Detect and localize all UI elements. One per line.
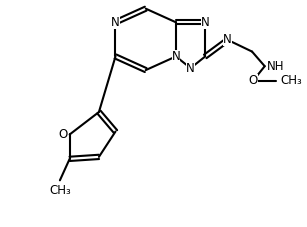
Text: NH: NH: [267, 60, 284, 73]
Text: N: N: [186, 62, 195, 75]
Text: O: O: [248, 74, 258, 87]
Text: N: N: [223, 33, 232, 46]
Text: O: O: [58, 128, 68, 141]
Text: CH₃: CH₃: [49, 184, 71, 197]
Text: N: N: [201, 16, 210, 29]
Text: N: N: [172, 50, 180, 63]
Text: N: N: [111, 16, 120, 29]
Text: CH₃: CH₃: [280, 74, 302, 87]
